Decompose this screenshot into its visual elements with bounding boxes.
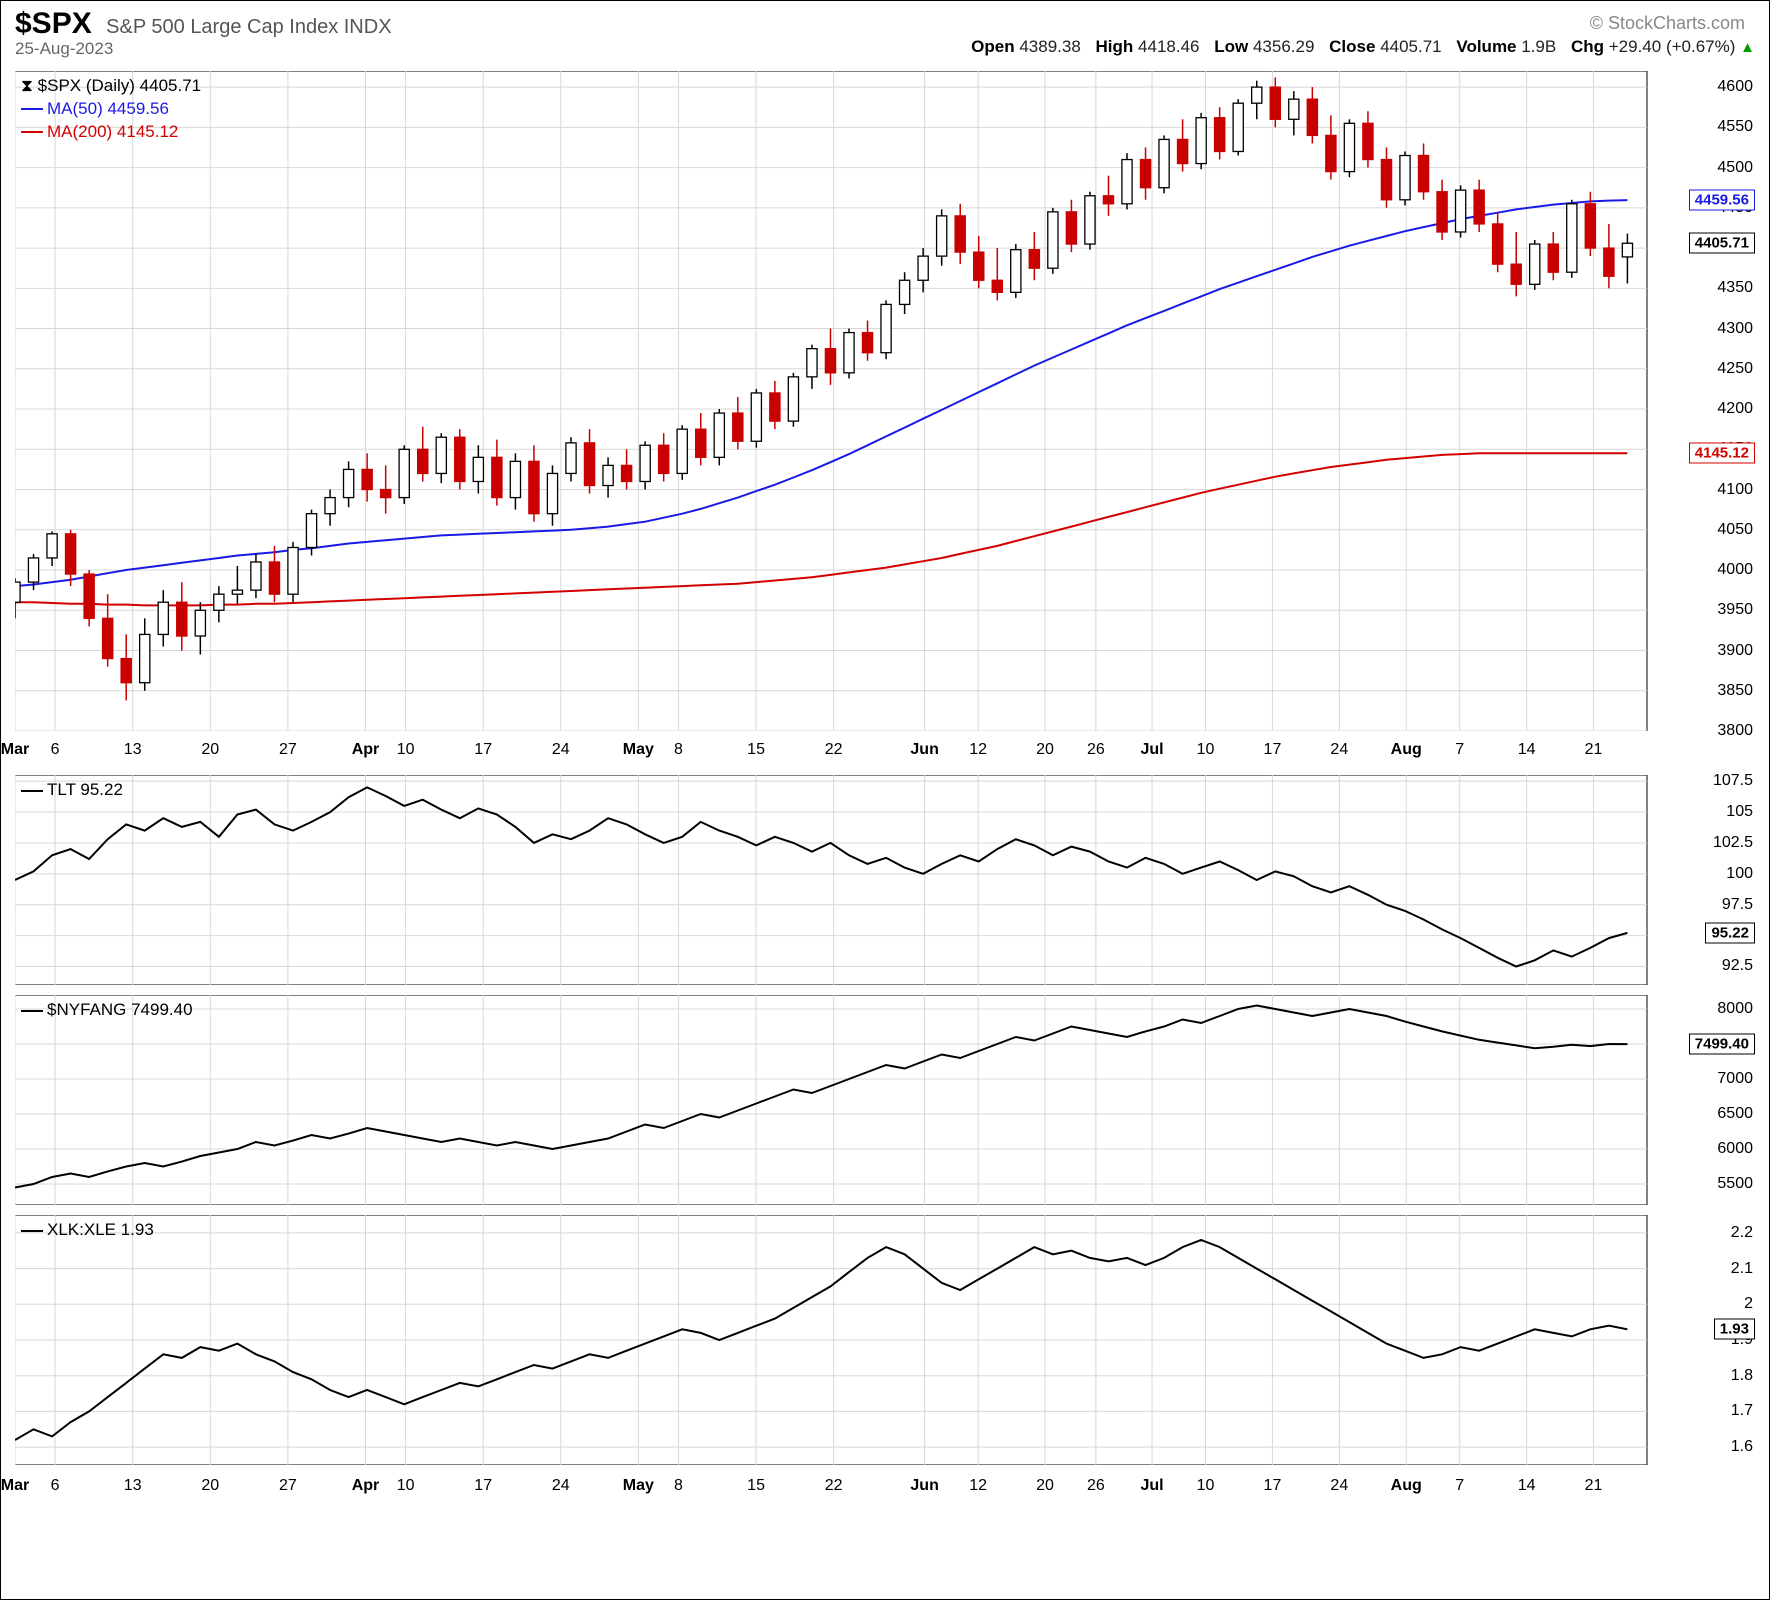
main-price-panel: 3800385039003950400040504100415042004250…: [15, 71, 1755, 731]
high-value: 4418.46: [1138, 37, 1199, 56]
volume-label: Volume: [1456, 37, 1516, 56]
x-axis-bottom: Mar6132027Apr101724May81522Jun122026Jul1…: [15, 1477, 1755, 1501]
chart-container: { "header":{ "ticker":"$SPX", "descripti…: [0, 0, 1770, 1600]
subpanel-nyfang: 5500600065007000750080007499.40$NYFANG 7…: [15, 995, 1755, 1205]
x-axis-top: Mar6132027Apr101724May81522Jun122026Jul1…: [15, 741, 1755, 765]
chg-label: Chg: [1571, 37, 1604, 56]
open-value: 4389.38: [1019, 37, 1080, 56]
low-value: 4356.29: [1253, 37, 1314, 56]
ticker-symbol: $SPX: [15, 7, 92, 41]
close-label: Close: [1329, 37, 1375, 56]
brand-label: © StockCharts.com: [1590, 13, 1745, 34]
open-label: Open: [971, 37, 1014, 56]
subpanel-tlt: 92.59597.5100102.5105107.595.22TLT 95.22: [15, 775, 1755, 985]
volume-value: 1.9B: [1521, 37, 1556, 56]
close-value: 4405.71: [1380, 37, 1441, 56]
high-label: High: [1096, 37, 1134, 56]
low-label: Low: [1214, 37, 1248, 56]
ohlc-bar: Open 4389.38 High 4418.46 Low 4356.29 Cl…: [961, 37, 1755, 57]
chg-value: +29.40 (+0.67%): [1609, 37, 1736, 56]
subpanel-xlk-xle: 1.61.71.81.922.12.21.93XLK:XLE 1.93: [15, 1215, 1755, 1465]
up-triangle-icon: ▲: [1740, 39, 1755, 56]
ticker-description: S&P 500 Large Cap Index INDX: [106, 16, 391, 39]
chart-date: 25-Aug-2023: [15, 39, 113, 59]
